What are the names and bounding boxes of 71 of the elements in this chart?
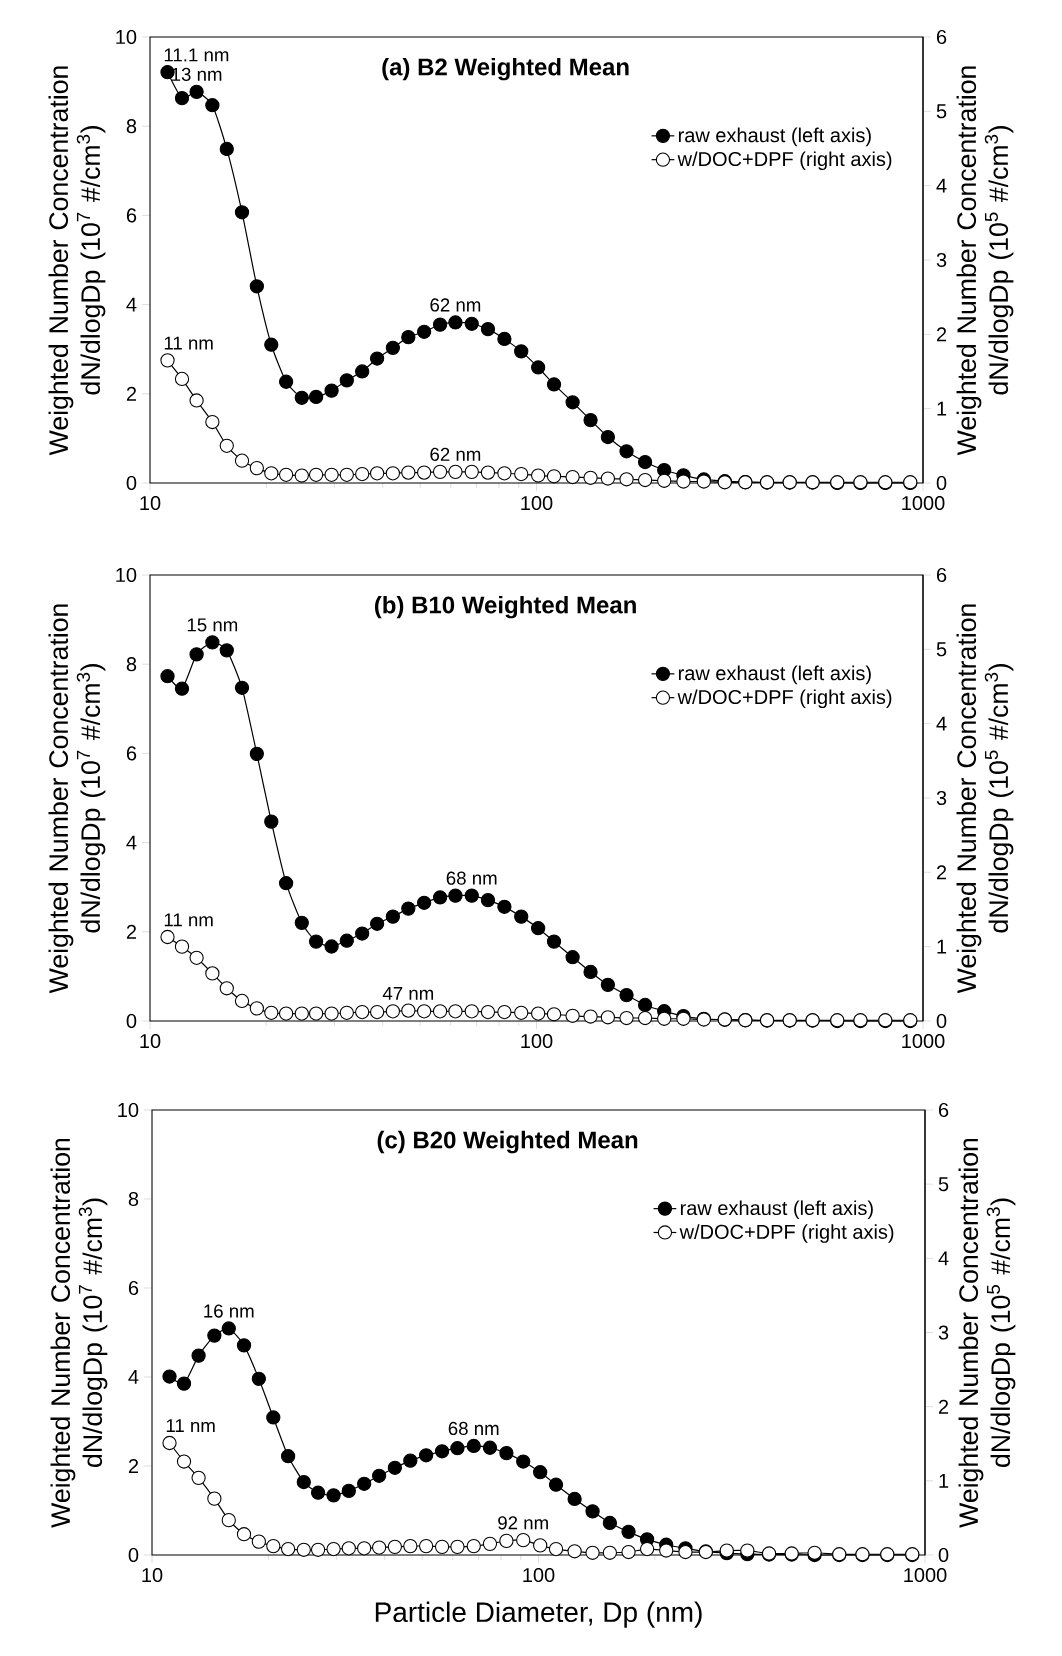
annotation: 11.1 nm	[164, 48, 229, 62]
y-tick-label: 0	[126, 475, 137, 491]
y2-tick-label: 6	[937, 29, 947, 45]
text: (b) B10 Weighted Mean	[374, 595, 636, 619]
y2-tick-label: 3	[938, 1325, 949, 1340]
y2-tick-label: 6	[937, 567, 947, 583]
y-tick-label: 2	[126, 386, 137, 401]
y2-tick-label: 2	[936, 327, 947, 342]
x-tick-label: 1000	[902, 495, 945, 511]
x-tick-label: 100	[521, 495, 553, 511]
y-tick-label: 6	[126, 208, 137, 223]
y-tick-label: 4	[126, 297, 137, 312]
y-tick-label: 4	[128, 1370, 139, 1384]
x-tick-label: 100	[521, 1033, 553, 1049]
y2-tick-label: 0	[936, 1013, 947, 1029]
annotation: 11 nm	[164, 913, 213, 927]
y2-tick-label: 4	[936, 178, 947, 193]
y-tick-label: 2	[126, 924, 137, 939]
y2-tick-label: 3	[936, 252, 947, 268]
y-tick-label: 0	[128, 1547, 139, 1563]
annotation: 68 nm	[448, 1421, 499, 1436]
x-tick-label: 1000	[902, 1033, 945, 1049]
legend-label: w/DOC+DPF (right axis)	[679, 1224, 894, 1243]
y2-tick-label: 1	[939, 1473, 949, 1488]
legend-label: w/DOC+DPF (right axis)	[677, 151, 892, 171]
annotation: 11 nm	[166, 1419, 215, 1432]
text: (c) B20 Weighted Mean	[377, 1130, 638, 1154]
legend-label: raw exhaust (left axis)	[680, 1200, 873, 1220]
y-tick-label: 4	[126, 835, 137, 850]
y-tick-label: 2	[128, 1459, 139, 1473]
y-tick-label: 6	[128, 1280, 139, 1296]
y2-tick-label: 5	[938, 1177, 949, 1192]
x-tick-label: 100	[523, 1567, 555, 1583]
y2-tick-label: 4	[938, 1251, 949, 1266]
annotation: 68 nm	[446, 871, 497, 885]
x-tick-label: 10	[140, 495, 161, 511]
legend-label: w/DOC+DPF (right axis)	[677, 689, 892, 709]
y2-tick-label: 0	[938, 1547, 949, 1563]
y2-tick-label: 5	[936, 642, 947, 657]
y-tick-label: 8	[128, 1191, 139, 1207]
annotation: 62 nm	[430, 447, 481, 461]
y-tick-label: 10	[116, 567, 137, 583]
y2-tick-label: 4	[936, 716, 947, 731]
x-tick-label: 1000	[904, 1567, 947, 1583]
y-tick-label: 10	[118, 1102, 139, 1118]
y-tick-label: 8	[126, 119, 137, 134]
y-tick-label: 8	[126, 657, 137, 672]
y2-tick-label: 5	[936, 104, 947, 119]
y-tick-label: 10	[116, 29, 137, 45]
legend-label: raw exhaust (left axis)	[678, 665, 871, 685]
y2-tick-label: 2	[936, 865, 947, 880]
annotation: 62 nm	[430, 298, 481, 312]
legend-label: raw exhaust (left axis)	[678, 127, 871, 147]
x-tick-label: 10	[140, 1033, 161, 1049]
annotation: 92 nm	[498, 1516, 548, 1530]
x-tick-label: 10	[142, 1567, 163, 1583]
annotation: 47 nm	[382, 987, 434, 1000]
text: (a) B2 Weighted Mean	[382, 57, 629, 81]
annotation: 16 nm	[204, 1304, 254, 1318]
y-tick-label: 6	[126, 746, 137, 761]
y-tick-label: 0	[126, 1013, 137, 1029]
y2-tick-label: 2	[938, 1399, 949, 1414]
x-axis-title: Particle Diameter, Dp (nm)	[375, 1601, 702, 1628]
y2-tick-label: 6	[939, 1102, 949, 1118]
annotation: 15 nm	[187, 618, 238, 632]
y2-tick-label: 0	[936, 475, 947, 491]
y2-tick-label: 3	[936, 790, 947, 806]
y2-tick-label: 1	[937, 401, 947, 416]
annotation: 13 nm	[172, 67, 222, 81]
annotation: 11 nm	[164, 336, 213, 350]
y2-tick-label: 1	[937, 939, 947, 954]
